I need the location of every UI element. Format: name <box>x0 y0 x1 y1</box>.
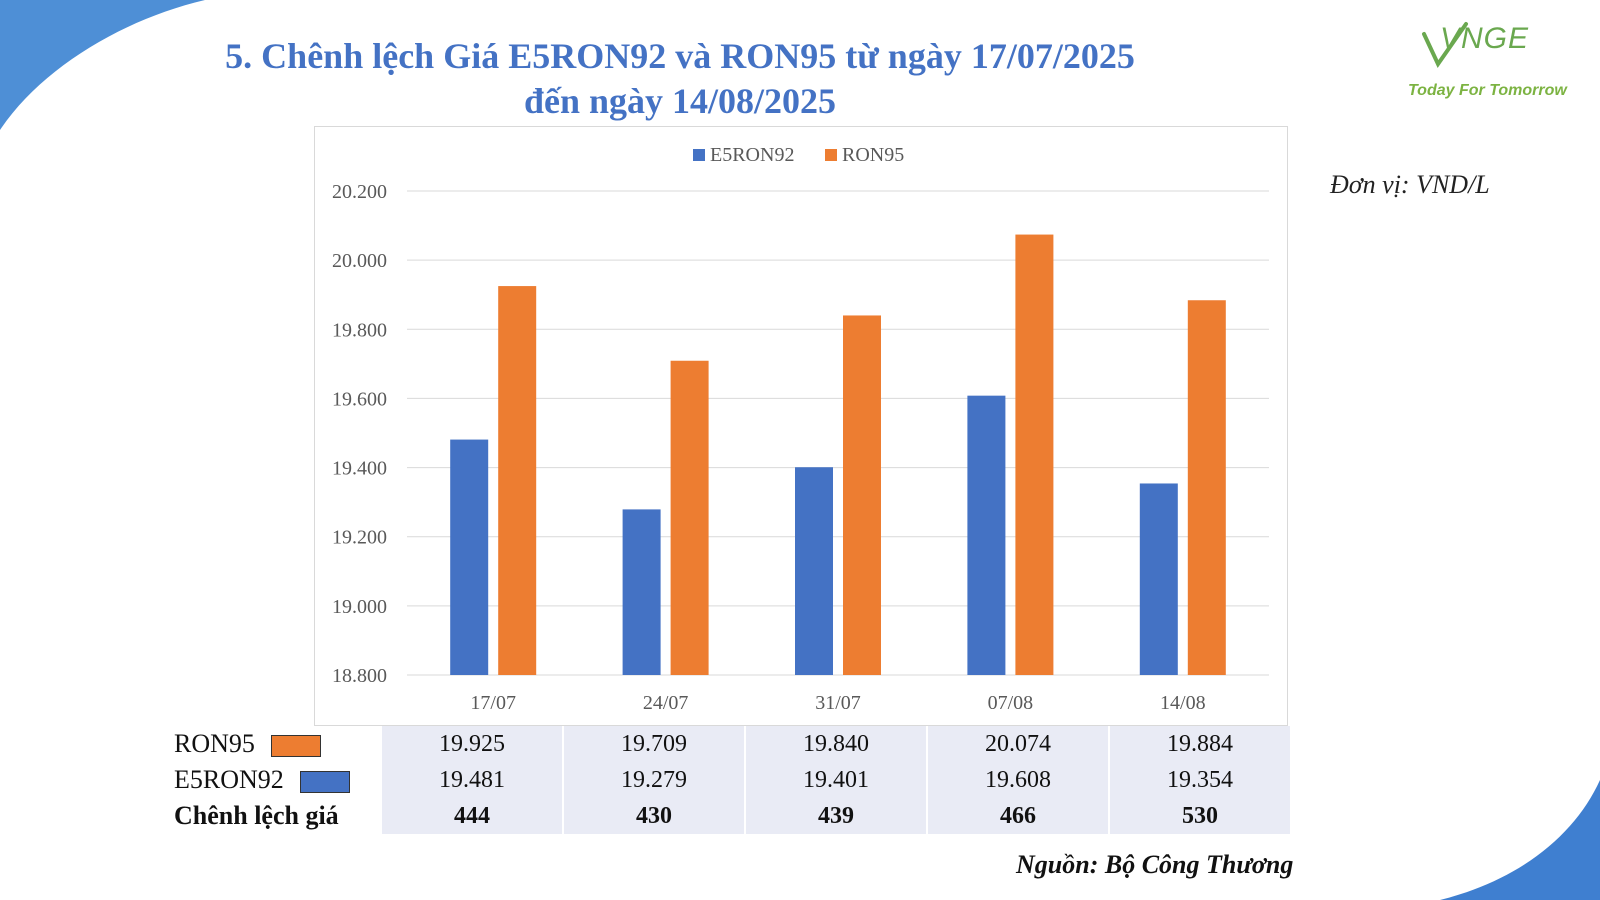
x-tick-label: 07/08 <box>988 692 1034 714</box>
logo-brand: VNGE <box>1440 22 1530 55</box>
bottom-right-wave-decoration <box>1440 780 1600 900</box>
y-tick-label: 19.000 <box>332 596 387 618</box>
row-label-cell: E5RON92 <box>174 762 380 798</box>
title-line-2: đến ngày 14/08/2025 <box>523 81 837 121</box>
y-tick-label: 19.400 <box>332 458 387 480</box>
source-label: Nguồn: Bộ Công Thương <box>1016 850 1294 879</box>
logo-slogan: Today For Tomorrow <box>1408 82 1567 99</box>
bar-ron95-17-07 <box>498 286 537 675</box>
y-tick-label: 19.600 <box>332 388 387 410</box>
y-tick-label: 18.800 <box>332 665 387 687</box>
bar-ron95-31-07 <box>843 315 881 675</box>
table-cell: 444 <box>382 798 562 834</box>
bar-ron95-14-08 <box>1187 300 1226 675</box>
table-cell: 19.279 <box>564 762 744 798</box>
legend-swatch-ron95 <box>825 149 837 161</box>
legend-label-ron95: RON95 <box>842 144 904 166</box>
y-tick-label: 19.800 <box>332 319 387 341</box>
unit-label: Đơn vị: VND/L <box>1330 170 1490 199</box>
table-cell: 19.481 <box>382 762 562 798</box>
x-tick-label: 14/08 <box>1160 692 1206 714</box>
table-cell: 19.354 <box>1110 762 1290 798</box>
x-tick-label: 17/07 <box>470 692 516 714</box>
legend-swatch <box>270 735 321 758</box>
y-tick-label: 19.200 <box>332 527 387 549</box>
table-cell: 19.925 <box>382 726 562 762</box>
row-label: RON95 <box>174 729 255 758</box>
legend-swatch-e5ron92 <box>693 149 705 161</box>
bar-e5ron92-17-07 <box>450 439 489 675</box>
table-cell: 466 <box>928 798 1108 834</box>
bar-e5ron92-07-08 <box>967 395 1006 675</box>
row-label-cell: Chênh lệch giá <box>174 798 380 834</box>
row-label: E5RON92 <box>174 765 284 794</box>
x-tick-label: 31/07 <box>815 692 861 714</box>
x-tick-label: 24/07 <box>643 692 689 714</box>
bar-ron95-07-08 <box>1015 234 1054 675</box>
logo: VNGE Today For Tomorrow <box>1400 20 1590 110</box>
table-row: E5RON92 19.481 19.279 19.401 19.608 19.354 <box>174 762 1290 798</box>
table-cell: 19.401 <box>746 762 926 798</box>
table-cell: 430 <box>564 798 744 834</box>
legend-swatch <box>299 771 350 794</box>
bar-e5ron92-24-07 <box>622 509 661 675</box>
table-row: Chênh lệch giá 444 430 439 466 530 <box>174 798 1290 834</box>
row-label-cell: RON95 <box>174 726 380 762</box>
table-cell: 20.074 <box>928 726 1108 762</box>
page-title: 5. Chênh lệch Giá E5RON92 và RON95 từ ng… <box>180 34 1180 124</box>
table-cell: 439 <box>746 798 926 834</box>
bar-e5ron92-14-08 <box>1139 483 1178 675</box>
table-cell: 19.840 <box>746 726 926 762</box>
table-cell: 19.608 <box>928 762 1108 798</box>
table-cell: 530 <box>1110 798 1290 834</box>
y-tick-label: 20.200 <box>332 181 387 203</box>
table-row: RON95 19.925 19.709 19.840 20.074 19.884 <box>174 726 1290 762</box>
bar-e5ron92-31-07 <box>795 467 833 675</box>
row-label: Chênh lệch giá <box>174 801 339 830</box>
legend-label-e5ron92: E5RON92 <box>710 144 794 166</box>
top-left-wave-decoration <box>0 0 205 130</box>
table-cell: 19.709 <box>564 726 744 762</box>
price-table: RON95 19.925 19.709 19.840 20.074 19.884 E5RON… <box>172 726 1292 834</box>
bar-chart: 18.800 19.000 19.200 19.400 19.600 19.800 20.0… <box>314 126 1288 726</box>
logo-leaf-icon <box>1422 22 1468 68</box>
y-tick-label: 20.000 <box>332 250 387 272</box>
bar-chart-svg: 18.800 19.000 19.200 19.400 19.600 19.800 20.0… <box>332 144 1269 714</box>
bar-ron95-24-07 <box>670 360 709 675</box>
table-cell: 19.884 <box>1110 726 1290 762</box>
title-line-1: 5. Chênh lệch Giá E5RON92 và RON95 từ ng… <box>225 36 1135 76</box>
